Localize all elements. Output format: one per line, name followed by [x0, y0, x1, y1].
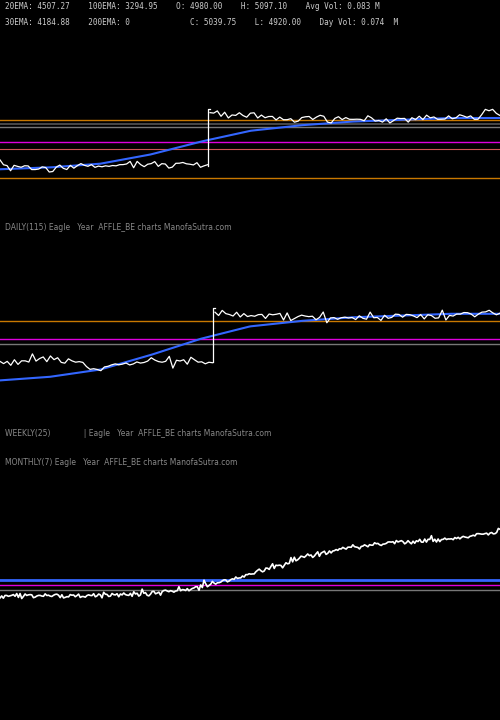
- Text: 30EMA: 4184.88    200EMA: 0             C: 5039.75    L: 4920.00    Day Vol: 0.0: 30EMA: 4184.88 200EMA: 0 C: 5039.75 L: 4…: [5, 17, 398, 27]
- Text: MONTHLY(7) Eagle   Year  AFFLE_BE charts ManofaSutra.com: MONTHLY(7) Eagle Year AFFLE_BE charts Ma…: [5, 458, 237, 467]
- Text: WEEKLY(25)              | Eagle   Year  AFFLE_BE charts ManofaSutra.com: WEEKLY(25) | Eagle Year AFFLE_BE charts …: [5, 429, 272, 438]
- Text: DAILY(115) Eagle   Year  AFFLE_BE charts ManofaSutra.com: DAILY(115) Eagle Year AFFLE_BE charts Ma…: [5, 222, 232, 232]
- Text: 20EMA: 4507.27    100EMA: 3294.95    O: 4980.00    H: 5097.10    Avg Vol: 0.083 : 20EMA: 4507.27 100EMA: 3294.95 O: 4980.0…: [5, 1, 380, 11]
